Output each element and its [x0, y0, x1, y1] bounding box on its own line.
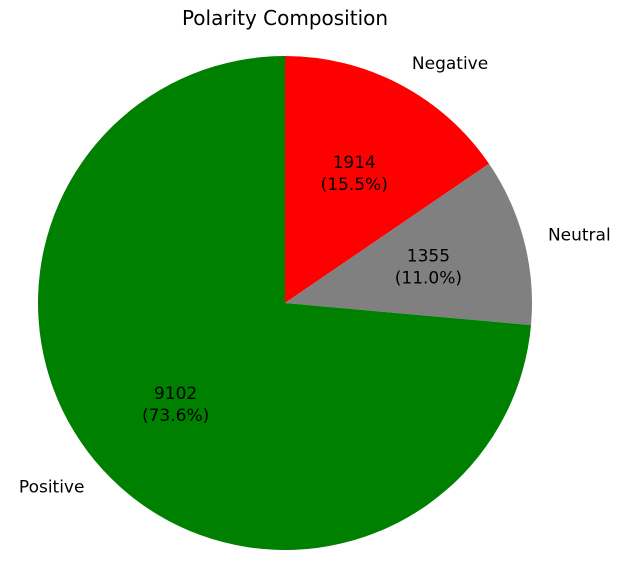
- pie-category-label-negative: Negative: [412, 54, 488, 74]
- pie-labels: 1914 (15.5%) Negative 1355 (11.0%) Neutral 910…: [19, 54, 611, 498]
- pie-value-label-neutral: 1355 (11.0%): [395, 247, 462, 289]
- pie-slice-negative: [285, 56, 490, 303]
- pie-category-label-positive: Positive: [19, 477, 85, 497]
- pie-slice-positive: [37, 56, 532, 550]
- pie-category-label-neutral: Neutral: [548, 226, 611, 246]
- chart-title: Polarity Composition: [182, 6, 388, 30]
- pie-value-label-negative: 1914 (15.5%): [321, 153, 388, 195]
- pie-value-label-positive: 9102 (73.6%): [142, 384, 209, 426]
- pie-slice-neutral: [285, 163, 532, 326]
- pie-slices: [37, 56, 532, 550]
